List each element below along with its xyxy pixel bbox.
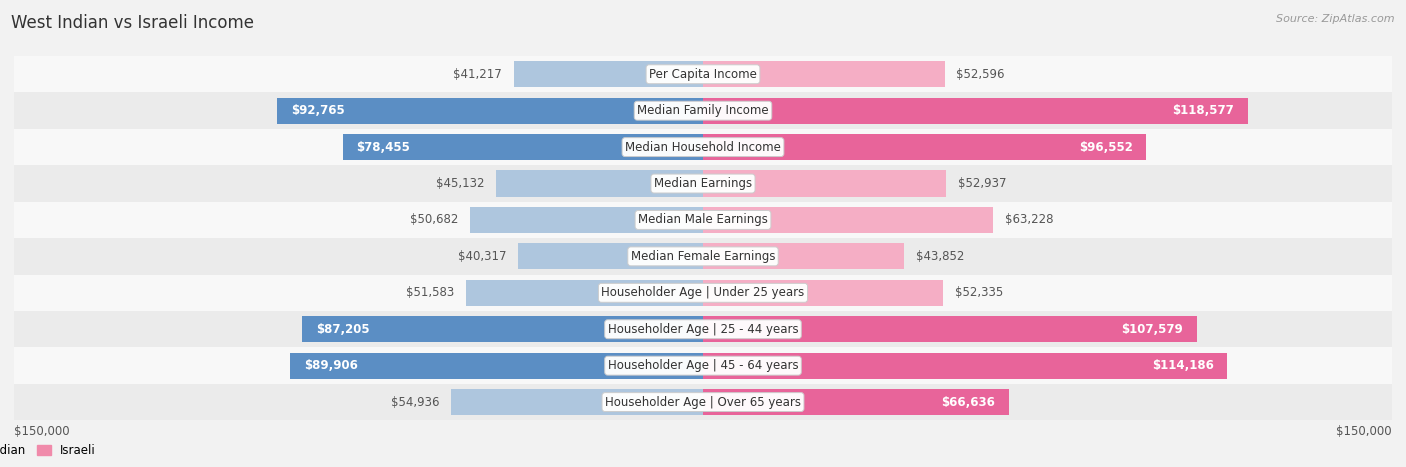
Text: Householder Age | 45 - 64 years: Householder Age | 45 - 64 years	[607, 359, 799, 372]
Bar	[14, 202, 1392, 238]
Bar	[703, 353, 1227, 379]
Text: $78,455: $78,455	[357, 141, 411, 154]
Text: $54,936: $54,936	[391, 396, 439, 409]
Text: $87,205: $87,205	[316, 323, 370, 336]
Text: $63,228: $63,228	[1005, 213, 1053, 226]
Text: $89,906: $89,906	[304, 359, 357, 372]
Bar	[302, 316, 703, 342]
Text: Median Earnings: Median Earnings	[654, 177, 752, 190]
Bar	[14, 129, 1392, 165]
Bar	[703, 243, 904, 269]
Text: $51,583: $51,583	[406, 286, 454, 299]
Bar	[513, 61, 703, 87]
Bar	[451, 389, 703, 415]
Text: $40,317: $40,317	[458, 250, 506, 263]
Text: $41,217: $41,217	[454, 68, 502, 81]
Text: Median Household Income: Median Household Income	[626, 141, 780, 154]
Text: $43,852: $43,852	[915, 250, 965, 263]
Bar	[290, 353, 703, 379]
Text: Source: ZipAtlas.com: Source: ZipAtlas.com	[1277, 14, 1395, 24]
Bar	[465, 280, 703, 306]
Bar	[496, 170, 703, 197]
Bar	[14, 165, 1392, 202]
Text: $92,765: $92,765	[291, 104, 344, 117]
Legend: West Indian, Israeli: West Indian, Israeli	[0, 439, 101, 462]
Bar	[277, 98, 703, 124]
Bar	[14, 92, 1392, 129]
Bar	[703, 61, 945, 87]
Text: $52,335: $52,335	[955, 286, 1002, 299]
Text: $52,596: $52,596	[956, 68, 1004, 81]
Text: Per Capita Income: Per Capita Income	[650, 68, 756, 81]
Bar	[703, 316, 1197, 342]
Text: $66,636: $66,636	[942, 396, 995, 409]
Text: West Indian vs Israeli Income: West Indian vs Israeli Income	[11, 14, 254, 32]
Bar	[703, 170, 946, 197]
Text: $114,186: $114,186	[1152, 359, 1213, 372]
Text: $45,132: $45,132	[436, 177, 484, 190]
Text: Median Female Earnings: Median Female Earnings	[631, 250, 775, 263]
Text: Median Family Income: Median Family Income	[637, 104, 769, 117]
Text: $50,682: $50,682	[411, 213, 458, 226]
Text: $118,577: $118,577	[1173, 104, 1234, 117]
Text: Householder Age | 25 - 44 years: Householder Age | 25 - 44 years	[607, 323, 799, 336]
Bar	[703, 134, 1146, 160]
Bar	[343, 134, 703, 160]
Text: $150,000: $150,000	[14, 425, 70, 438]
Bar	[14, 311, 1392, 347]
Text: $96,552: $96,552	[1078, 141, 1133, 154]
Text: $107,579: $107,579	[1122, 323, 1184, 336]
Bar	[14, 56, 1392, 92]
Bar	[470, 207, 703, 233]
Text: $150,000: $150,000	[1336, 425, 1392, 438]
Bar	[703, 389, 1010, 415]
Bar	[14, 238, 1392, 275]
Bar	[703, 207, 994, 233]
Text: Median Male Earnings: Median Male Earnings	[638, 213, 768, 226]
Text: Householder Age | Under 25 years: Householder Age | Under 25 years	[602, 286, 804, 299]
Bar	[703, 98, 1247, 124]
Bar	[14, 275, 1392, 311]
Text: $52,937: $52,937	[957, 177, 1007, 190]
Bar	[517, 243, 703, 269]
Bar	[14, 347, 1392, 384]
Bar	[14, 384, 1392, 420]
Bar	[703, 280, 943, 306]
Text: Householder Age | Over 65 years: Householder Age | Over 65 years	[605, 396, 801, 409]
